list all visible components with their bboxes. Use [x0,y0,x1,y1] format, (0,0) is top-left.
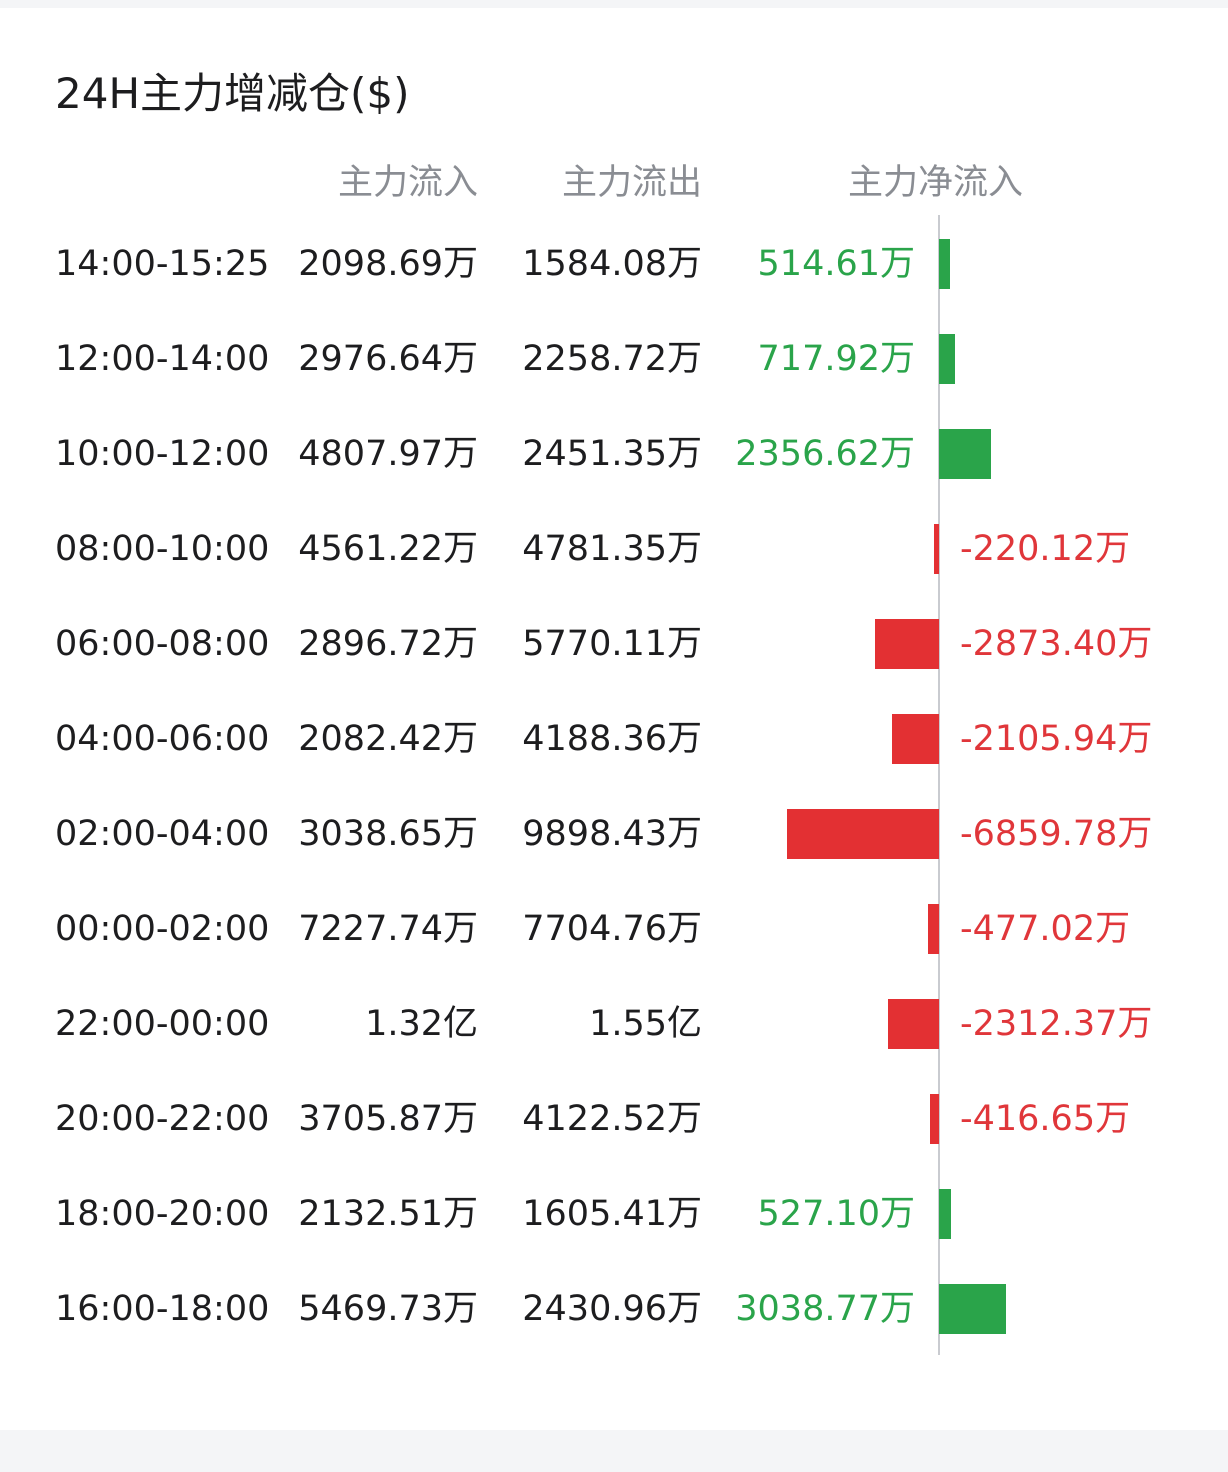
inflow-value: 3705.87万 [298,1098,478,1139]
outflow-value: 2451.35万 [522,433,702,474]
inflow-value: 1.32亿 [365,1003,478,1044]
fund-flow-row: 10:00-12:00 4807.97万 2451.35万 2356.62万 [0,406,1228,501]
time-range: 06:00-08:00 [55,623,270,664]
outflow-value: 5770.11万 [522,623,702,664]
time-range: 08:00-10:00 [55,528,270,569]
fund-flow-row: 06:00-08:00 2896.72万 5770.11万 -2873.40万 [0,596,1228,691]
outflow-value: 2258.72万 [522,338,702,379]
time-range: 10:00-12:00 [55,433,270,474]
net-inflow-value: -416.65万 [960,1098,1131,1139]
fund-flow-row: 18:00-20:00 2132.51万 1605.41万 527.10万 [0,1166,1228,1261]
outflow-value: 2430.96万 [522,1288,702,1329]
fund-flow-row: 12:00-14:00 2976.64万 2258.72万 717.92万 [0,311,1228,406]
outflow-value: 1.55亿 [589,1003,702,1044]
net-inflow-value: 527.10万 [757,1193,915,1234]
net-inflow-bar [939,238,951,289]
time-range: 14:00-15:25 [55,243,270,284]
net-flow-zero-axis [938,215,940,1355]
outflow-value: 4122.52万 [522,1098,702,1139]
fund-flow-row: 04:00-06:00 2082.42万 4188.36万 -2105.94万 [0,691,1228,786]
net-inflow-value: 3038.77万 [735,1288,915,1329]
net-inflow-bar [939,1188,951,1239]
outflow-value: 1605.41万 [522,1193,702,1234]
fund-flow-row: 00:00-02:00 7227.74万 7704.76万 -477.02万 [0,881,1228,976]
net-inflow-bar [929,1093,939,1144]
time-range: 02:00-04:00 [55,813,270,854]
net-inflow-bar [928,903,939,954]
time-range: 20:00-22:00 [55,1098,270,1139]
net-inflow-bar [939,1283,1007,1334]
fund-flow-row: 20:00-22:00 3705.87万 4122.52万 -416.65万 [0,1071,1228,1166]
card-title: 24H主力增减仓($) [55,69,410,118]
net-inflow-value: -220.12万 [960,528,1131,569]
fund-flow-row: 14:00-15:25 2098.69万 1584.08万 514.61万 [0,216,1228,311]
net-inflow-value: 717.92万 [757,338,915,379]
outflow-value: 4188.36万 [522,718,702,759]
time-range: 04:00-06:00 [55,718,270,759]
column-header-inflow: 主力流入 [337,163,478,203]
time-range: 00:00-02:00 [55,908,270,949]
net-inflow-value: -2312.37万 [960,1003,1153,1044]
inflow-value: 2082.42万 [298,718,478,759]
net-inflow-bar [939,333,955,384]
outflow-value: 4781.35万 [522,528,702,569]
outflow-value: 9898.43万 [522,813,702,854]
outflow-value: 1584.08万 [522,243,702,284]
inflow-value: 4807.97万 [298,433,478,474]
inflow-value: 5469.73万 [298,1288,478,1329]
inflow-value: 4561.22万 [298,528,478,569]
column-header-outflow: 主力流出 [561,163,702,203]
net-inflow-value: 2356.62万 [735,433,915,474]
net-inflow-value: -6859.78万 [960,813,1153,854]
time-range: 18:00-20:00 [55,1193,270,1234]
inflow-value: 2976.64万 [298,338,478,379]
net-inflow-bar [892,713,939,764]
time-range: 22:00-00:00 [55,1003,270,1044]
column-header-net-inflow: 主力净流入 [848,163,1024,203]
fund-flow-row: 22:00-00:00 1.32亿 1.55亿 -2312.37万 [0,976,1228,1071]
net-inflow-value: -477.02万 [960,908,1131,949]
inflow-value: 3038.65万 [298,813,478,854]
fund-flow-row: 08:00-10:00 4561.22万 4781.35万 -220.12万 [0,501,1228,596]
time-range: 12:00-14:00 [55,338,270,379]
inflow-value: 2896.72万 [298,623,478,664]
net-inflow-value: 514.61万 [757,243,915,284]
fund-flow-row: 16:00-18:00 5469.73万 2430.96万 3038.77万 [0,1261,1228,1356]
inflow-value: 2098.69万 [298,243,478,284]
time-range: 16:00-18:00 [55,1288,270,1329]
net-inflow-bar [875,618,939,669]
net-inflow-value: -2873.40万 [960,623,1153,664]
net-inflow-value: -2105.94万 [960,718,1153,759]
net-inflow-bar [887,998,939,1049]
inflow-value: 2132.51万 [298,1193,478,1234]
fund-flow-card: 24H主力增减仓($) 主力流入 主力流出 主力净流入 14:00-15:25 2… [0,8,1228,1430]
outflow-value: 7704.76万 [522,908,702,949]
inflow-value: 7227.74万 [298,908,478,949]
net-inflow-bar [787,808,939,859]
fund-flow-row: 02:00-04:00 3038.65万 9898.43万 -6859.78万 [0,786,1228,881]
net-inflow-bar [939,428,992,479]
net-inflow-bar [934,523,939,574]
